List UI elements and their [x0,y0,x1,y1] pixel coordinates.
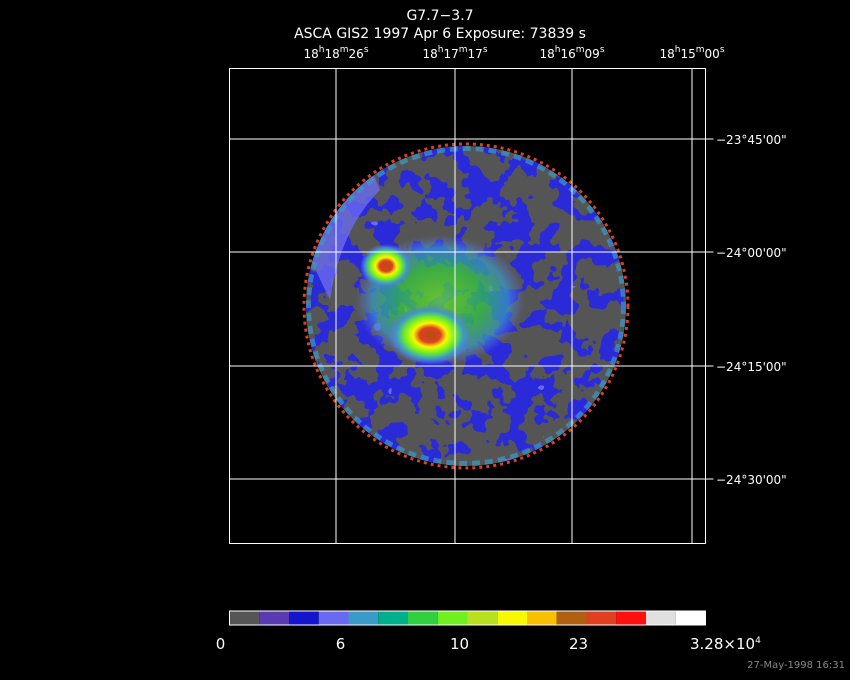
colorbar-swatch [348,611,379,625]
superscript: m [696,45,705,55]
label-part: 3.28×10 [690,635,755,653]
label-part: 15 [680,47,695,61]
label-part: 18 [539,47,554,61]
label-part: 18 [422,47,437,61]
colorbar-swatch [437,611,468,625]
label-part: 0 [216,635,226,653]
superscript: h [319,45,325,55]
label-part: 18 [659,47,674,61]
colorbar-swatch [556,611,587,625]
label-part: 17 [443,47,458,61]
subtitle: ASCA GIS2 1997 Apr 6 Exposure: 73839 s [294,26,586,42]
disk-rim [302,142,630,470]
dec-tick-label: −24°15'00" [716,360,787,374]
colorbar-label: 3.28×104 [690,635,761,653]
title: G7.7−3.7 [406,8,473,24]
label-part: 23 [569,635,588,653]
ra-tick-label: 18h18m26s [303,45,368,61]
dec-tick-label: −24°30'00" [716,473,787,487]
label-part: 10 [450,635,469,653]
ra-tick-label: 18h16m09s [539,45,604,61]
colorbar-swatch [527,611,557,625]
superscript: s [600,45,605,55]
colorbar-label: 6 [336,635,346,653]
label-part: 00 [705,47,720,61]
xray-image [302,142,630,470]
colorbar-swatch [259,611,289,625]
superscript: s [364,45,369,55]
colorbar-swatch [318,611,349,625]
colorbar-swatch [497,611,527,625]
colorbar-label: 10 [450,635,469,653]
superscript: h [438,45,444,55]
colorbar-swatch [675,611,706,625]
superscript: m [459,45,468,55]
label-part: 17 [468,47,483,61]
source [360,244,412,288]
superscript: m [340,45,349,55]
colorbar-swatch [229,611,260,625]
superscript: h [675,45,681,55]
label-part: 26 [349,47,364,61]
label-part: 09 [585,47,600,61]
label-part: 6 [336,635,346,653]
label-part: 18 [303,47,318,61]
colorbar-label: 0 [216,635,226,653]
colorbar-swatch [408,611,438,625]
superscript: m [576,45,585,55]
frame [229,68,706,544]
superscript: 4 [755,636,761,646]
timestamp: 27-May-1998 16:31 [747,660,845,671]
superscript: s [720,45,725,55]
ra-tick-label: 18h15m00s [659,45,724,61]
dec-tick-label: −24°00'00" [716,246,787,260]
colorbar-swatch [616,611,646,625]
label-part: 16 [560,47,575,61]
superscript: h [555,45,561,55]
colorbar-swatch [646,611,676,625]
edge [306,146,626,466]
superscript: s [483,45,488,55]
colorbar-label: 23 [569,635,588,653]
colorbar-swatch [289,611,319,625]
dec-tick-label: −23°45'00" [716,133,787,147]
ra-tick-label: 18h17m17s [422,45,487,61]
label-part: 18 [324,47,339,61]
colorbar-swatch [467,611,498,625]
colorbar-swatch [378,611,408,625]
source [388,305,472,365]
colorbar-frame [229,610,706,626]
stray-light [306,165,380,300]
colorbar-swatch [586,611,617,625]
